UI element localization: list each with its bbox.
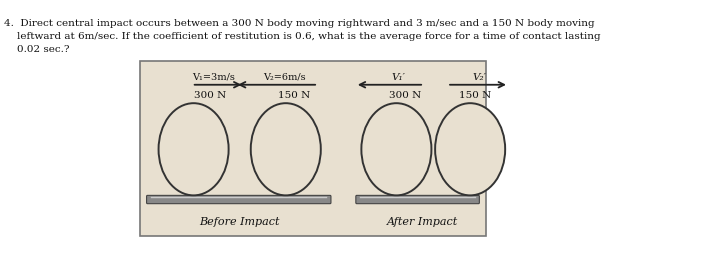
Text: Before Impact: Before Impact (200, 217, 280, 227)
Ellipse shape (159, 103, 228, 195)
Text: leftward at 6m/sec. If the coefficient of restitution is 0.6, what is the averag: leftward at 6m/sec. If the coefficient o… (4, 32, 601, 41)
FancyBboxPatch shape (147, 195, 331, 204)
Text: After Impact: After Impact (386, 217, 458, 227)
Text: 150 N: 150 N (459, 91, 491, 100)
Text: V₁=3m/s: V₁=3m/s (192, 73, 235, 82)
Text: V₁′: V₁′ (392, 73, 406, 82)
Text: 300 N: 300 N (194, 91, 226, 100)
Text: 4.  Direct central impact occurs between a 300 N body moving rightward and 3 m/s: 4. Direct central impact occurs between … (4, 19, 594, 28)
Text: 300 N: 300 N (389, 91, 422, 100)
Text: V₂′: V₂′ (472, 73, 486, 82)
Text: 0.02 sec.?: 0.02 sec.? (4, 45, 69, 54)
Ellipse shape (362, 103, 431, 195)
Bar (140, 61, 486, 236)
Ellipse shape (251, 103, 321, 195)
Text: V₂=6m/s: V₂=6m/s (263, 73, 305, 82)
FancyBboxPatch shape (356, 195, 479, 204)
Ellipse shape (435, 103, 505, 195)
Text: 150 N: 150 N (278, 91, 311, 100)
